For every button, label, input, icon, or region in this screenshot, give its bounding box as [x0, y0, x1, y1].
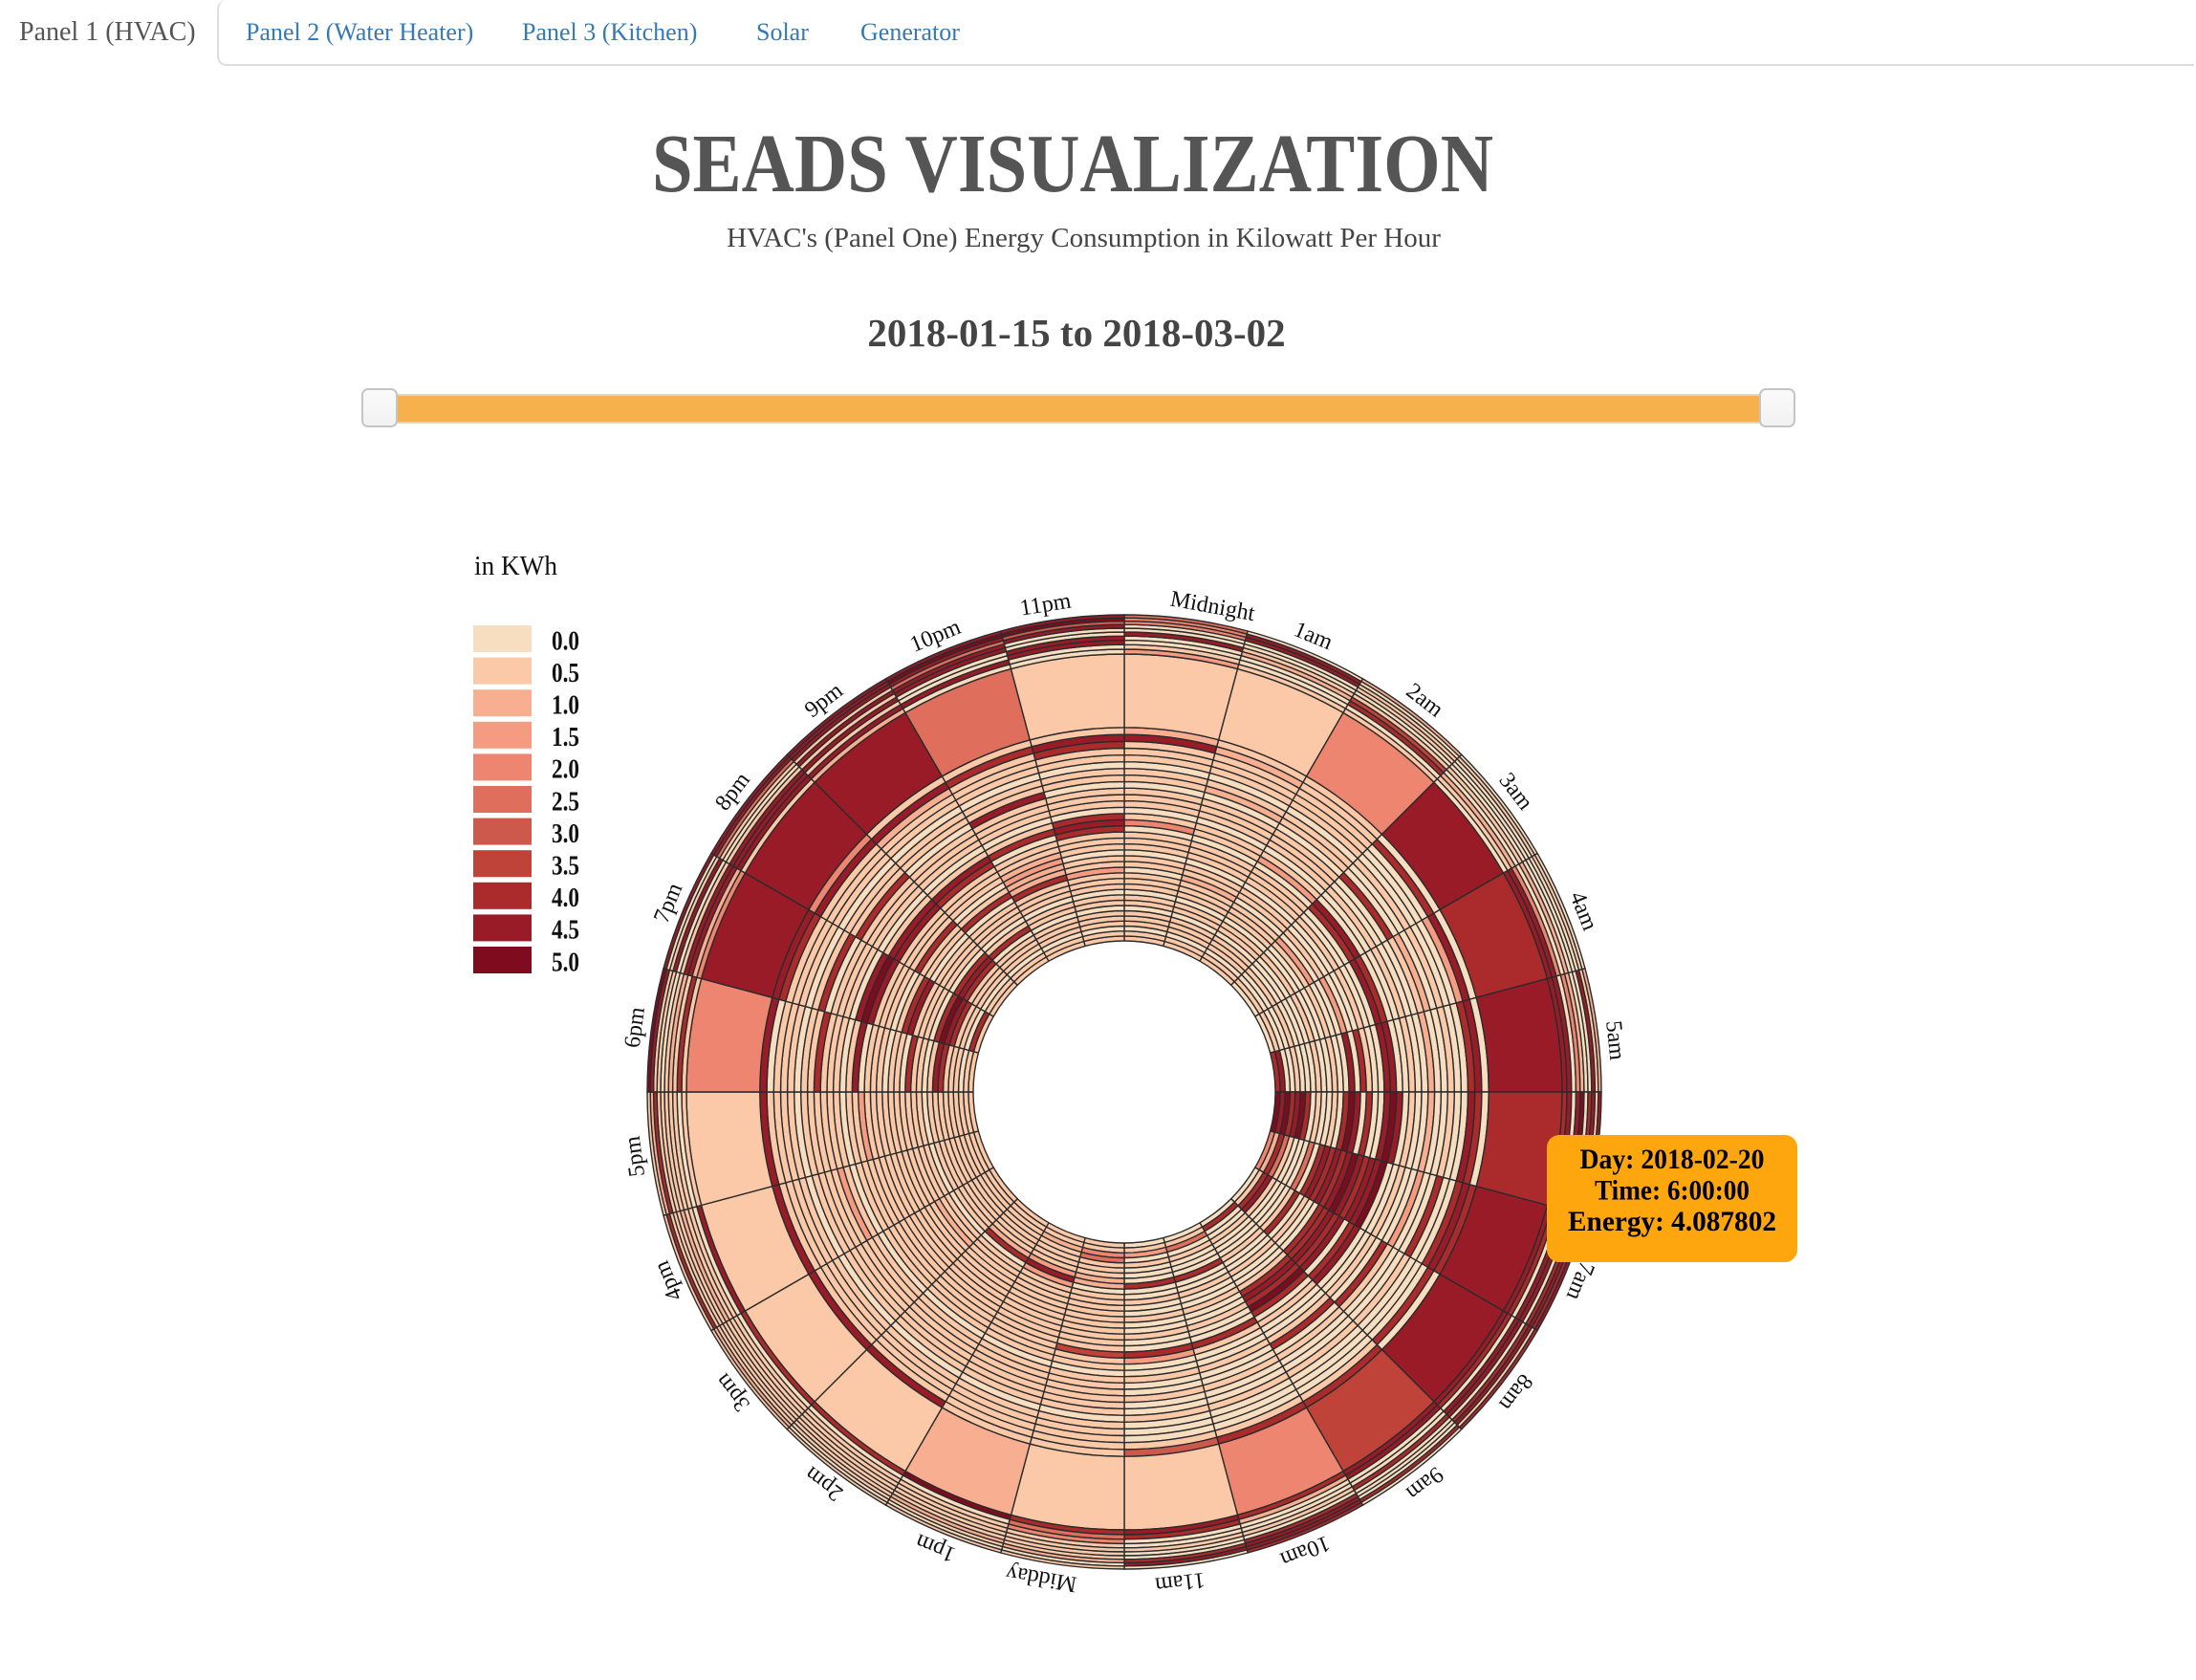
svg-text:2.0: 2.0 [552, 754, 579, 785]
svg-text:0.0: 0.0 [552, 625, 579, 656]
svg-text:11pm: 11pm [1018, 588, 1074, 621]
svg-text:4.0: 4.0 [552, 883, 579, 913]
svg-text:11am: 11am [1154, 1567, 1207, 1598]
svg-text:1.5: 1.5 [552, 722, 579, 753]
svg-text:Energy: 4.087802: Energy: 4.087802 [1568, 1206, 1776, 1237]
svg-text:0.5: 0.5 [552, 658, 579, 688]
svg-text:4.5: 4.5 [552, 915, 579, 946]
svg-text:5am: 5am [1600, 1019, 1629, 1061]
svg-text:3.5: 3.5 [552, 851, 579, 882]
svg-text:in KWh: in KWh [474, 552, 557, 581]
svg-text:5.0: 5.0 [552, 947, 579, 977]
svg-text:1.0: 1.0 [552, 690, 579, 721]
svg-text:Time: 6:00:00: Time: 6:00:00 [1595, 1175, 1750, 1207]
svg-text:3.0: 3.0 [552, 818, 579, 849]
svg-text:Day: 2018-02-20: Day: 2018-02-20 [1580, 1144, 1765, 1175]
svg-text:6pm: 6pm [620, 1005, 650, 1049]
svg-text:2.5: 2.5 [552, 786, 579, 817]
svg-text:5pm: 5pm [620, 1134, 650, 1178]
